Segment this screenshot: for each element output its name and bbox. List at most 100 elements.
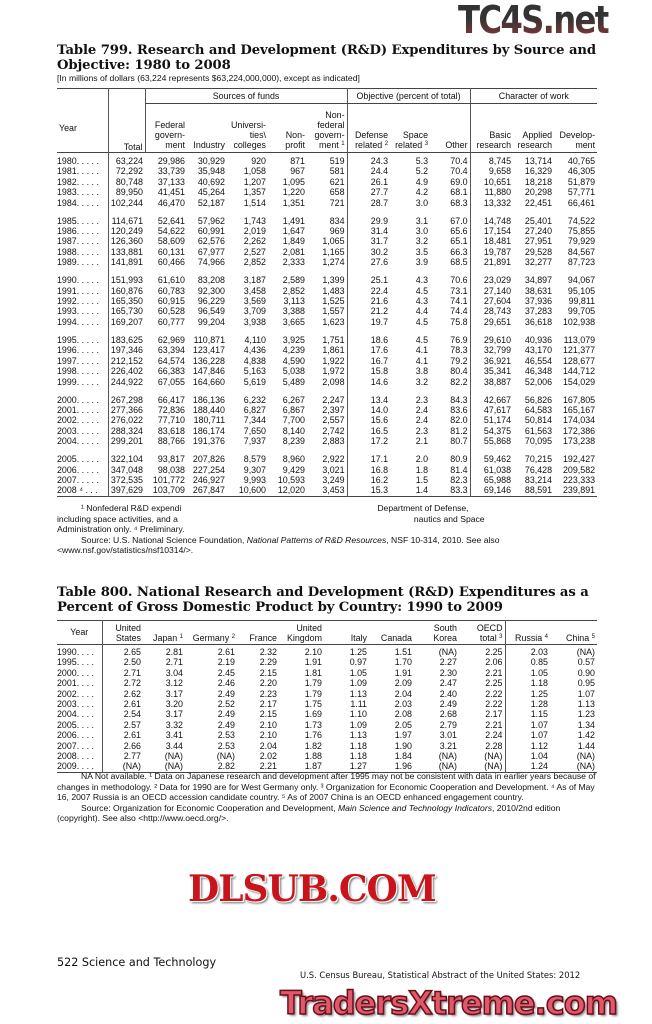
table-cell: 16.5: [346, 425, 391, 437]
table-cell: 2.81: [165, 647, 183, 657]
table-cell: 18,218: [524, 176, 553, 187]
table-cell: 4.5: [415, 316, 429, 327]
table-cell: 2,081: [282, 246, 305, 257]
table-cell: 69,146: [469, 485, 514, 497]
table-cell: 32,277: [524, 257, 553, 268]
row-year: 1982. . . . .: [57, 176, 99, 187]
table-cell: 9,658: [469, 166, 514, 177]
table-cell: 102,938: [562, 316, 596, 327]
table-cell: 4,838: [243, 355, 266, 366]
footnote-fragment: Department of Defense,: [377, 503, 469, 513]
table-cell: 24.3: [346, 152, 391, 167]
table-cell: 1.05: [349, 667, 367, 678]
table-cell: 2,247: [322, 394, 345, 405]
table-cell: 0.97: [349, 657, 367, 668]
column-header: United Kingdom: [279, 621, 324, 645]
table-cell: 1.18: [349, 740, 367, 751]
table-cell: 3.20: [165, 699, 183, 710]
table-row: 1980. . . . . 63,224 29,986 30,929 920 871 519…: [57, 152, 597, 167]
column-header-label: Russia: [515, 633, 543, 643]
table-cell: 29.9: [346, 208, 391, 227]
column-header-label: OECD total: [476, 623, 503, 643]
table-cell: 2.08: [394, 709, 412, 720]
table-cell: 3,925: [282, 334, 305, 345]
table-cell: 18.6: [346, 327, 391, 346]
table-row: 2006. . . . . 347,048 98,038 227,254 9,307 9,…: [57, 464, 597, 475]
watermark-logo-bottom: TradersXtreme.com: [279, 984, 619, 1022]
table-cell: 1.96: [394, 761, 412, 772]
table-cell: 165,167: [562, 404, 596, 415]
table-cell: 6,827: [243, 404, 266, 415]
table-cell: 61,610: [157, 275, 185, 286]
table-cell: 1,351: [282, 197, 305, 208]
table-cell: 113,079: [563, 334, 596, 345]
table-cell: 8,745: [469, 152, 514, 167]
table-cell: 98,038: [157, 464, 185, 475]
row-year: 1996. . . . .: [57, 345, 99, 356]
table-cell: 174,034: [562, 415, 596, 426]
table-cell: 2,852: [282, 285, 305, 296]
table-cell: 63,394: [157, 345, 185, 356]
column-header: Industry: [187, 104, 227, 153]
table-cell: 2,922: [322, 454, 345, 465]
table-cell: 2,883: [322, 436, 345, 447]
table-cell: 2,098: [322, 376, 345, 387]
table-cell: 22,451: [524, 197, 553, 208]
table-cell: 2.27: [439, 657, 457, 668]
table-cell: 1.11: [350, 699, 367, 710]
table-cell: 1,274: [322, 257, 345, 268]
column-header-label: United States: [115, 623, 141, 643]
row-year: 1993. . . . .: [57, 306, 99, 317]
table-cell: 61,038: [469, 464, 514, 475]
table-cell: 267,847: [192, 485, 225, 496]
table-row: 1996. . . . . 197,346 63,394 123,417 4,436 4,…: [57, 345, 597, 356]
table-cell: 2,397: [322, 404, 345, 415]
table-cell: 2.32: [259, 647, 277, 657]
table-cell: (NA): [216, 751, 235, 762]
table-cell: 20,298: [524, 187, 553, 198]
table-cell: 50,814: [524, 415, 553, 426]
table-cell: 1,399: [322, 275, 345, 286]
table-cell: 128,677: [562, 355, 596, 366]
row-year: 1994. . . . .: [57, 316, 99, 327]
table-cell: 4.4: [415, 306, 429, 317]
table-cell: 2.19: [217, 657, 235, 668]
table-cell: 7,650: [243, 425, 266, 436]
row-year: 2000. . . .: [57, 667, 95, 678]
table-cell: (NA): [438, 647, 457, 657]
column-header: Defense related 2: [346, 103, 391, 153]
table-cell: 70.4: [450, 166, 468, 177]
table-cell: 60,991: [197, 226, 225, 237]
table-cell: 4,239: [282, 345, 305, 356]
footnote-text: NA Not available. ¹ Data on Japanese res…: [57, 771, 596, 803]
row-year: 2007. . . .: [57, 740, 95, 751]
source-title: Main Science and Technology Indicators: [338, 802, 492, 813]
row-year: 2006. . . .: [57, 730, 95, 741]
table-cell: 227,254: [192, 464, 225, 475]
table-cell: 12,020: [277, 485, 305, 496]
table-cell: 1,647: [282, 226, 305, 237]
table-cell: 3.2: [415, 376, 429, 387]
source-title: National Patterns of R&D Resources: [246, 534, 387, 545]
footnote-marker: 1: [341, 141, 345, 147]
table-cell: 36,618: [524, 316, 553, 327]
row-year: 1999. . . . .: [57, 376, 99, 387]
table-cell: 2.77: [101, 751, 143, 762]
table-cell: 25.1: [346, 267, 391, 286]
table-cell: 60,915: [157, 296, 185, 307]
row-year: 1986. . . . .: [57, 226, 99, 237]
table-cell: 70.4: [450, 156, 468, 166]
table-799-title: Table 799. Research and Development (R&D…: [57, 43, 596, 73]
table-row: 1984. . . . . 102,244 46,470 52,187 1,514 1,3…: [57, 197, 597, 209]
table-cell: 77,710: [157, 415, 185, 426]
table-cell: 74.4: [450, 306, 468, 317]
table-cell: 519: [329, 156, 345, 166]
source-suffix: , 2010/2nd edition (copyright). See also…: [57, 802, 561, 824]
table-cell: 82.0: [450, 415, 468, 426]
table-cell: 94,067: [567, 275, 596, 286]
source-prefix: Source: Organization for Economic Cooper…: [81, 802, 338, 813]
column-header: Basic research: [469, 103, 514, 153]
table-cell: 169,207: [107, 316, 145, 328]
table-cell: 197,346: [107, 345, 145, 356]
